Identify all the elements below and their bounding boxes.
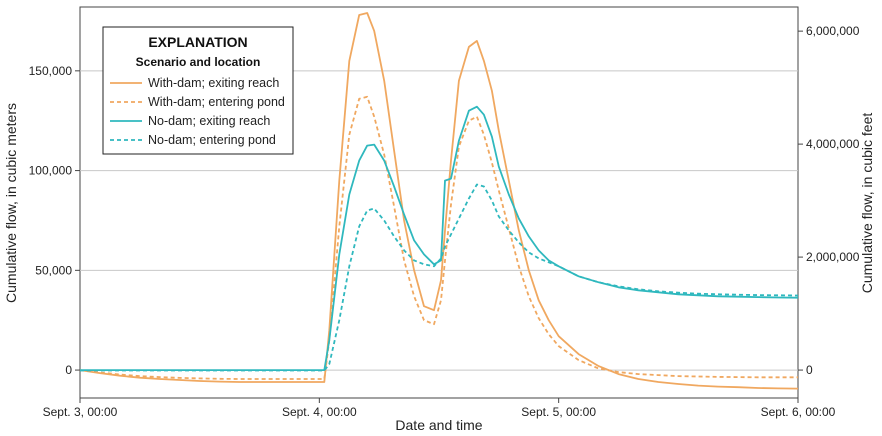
series-line bbox=[80, 105, 799, 372]
x-tick-label: Sept. 4, 00:00 bbox=[282, 405, 357, 419]
legend-label: No-dam; entering pond bbox=[148, 133, 276, 147]
legend-box bbox=[102, 26, 294, 155]
series-line bbox=[79, 12, 799, 390]
legend-label: With-dam; entering pond bbox=[148, 95, 285, 109]
y-axis-title: Cumulative flow, in cubic meters bbox=[3, 103, 19, 303]
x-tick-label: Sept. 5, 00:00 bbox=[521, 405, 596, 419]
y-tick-label: 100,000 bbox=[29, 164, 73, 178]
series-line bbox=[79, 95, 798, 380]
x-axis-ticks: Sept. 3, 00:00 Sept. 4, 00:00 Sept. 5, 00:… bbox=[43, 398, 836, 419]
x-axis-title: Date and time bbox=[395, 417, 482, 433]
y-tick-label: 0 bbox=[65, 363, 72, 377]
legend-label: No-dam; exiting reach bbox=[148, 114, 270, 128]
y-tick-label: 150,000 bbox=[29, 64, 73, 78]
y2-tick-label: 6,000,000 bbox=[806, 24, 860, 38]
legend-label: With-dam; exiting reach bbox=[148, 76, 279, 90]
legend-subtitle: Scenario and location bbox=[136, 55, 261, 69]
legend-title: EXPLANATION bbox=[148, 34, 247, 50]
y-tick-label: 50,000 bbox=[35, 263, 72, 277]
legend-entries: With-dam; exiting reach With-dam; enterin… bbox=[110, 76, 285, 147]
y2-tick-label: 2,000,000 bbox=[806, 250, 860, 264]
x-tick-label: Sept. 3, 00:00 bbox=[43, 405, 118, 419]
y2-axis-ticks: 0 2,000,000 4,000,000 6,000,000 bbox=[798, 24, 860, 377]
legend: EXPLANATION Scenario and location With-d… bbox=[102, 26, 294, 155]
y2-axis-title: Cumulative flow, in cubic feet bbox=[859, 113, 875, 294]
y2-tick-label: 4,000,000 bbox=[806, 137, 860, 151]
x-tick-label: Sept. 6, 00:00 bbox=[761, 405, 836, 419]
series-lines bbox=[79, 12, 799, 390]
y2-tick-label: 0 bbox=[806, 363, 813, 377]
y-axis-ticks: 0 50,000 100,000 150,000 bbox=[29, 64, 80, 377]
